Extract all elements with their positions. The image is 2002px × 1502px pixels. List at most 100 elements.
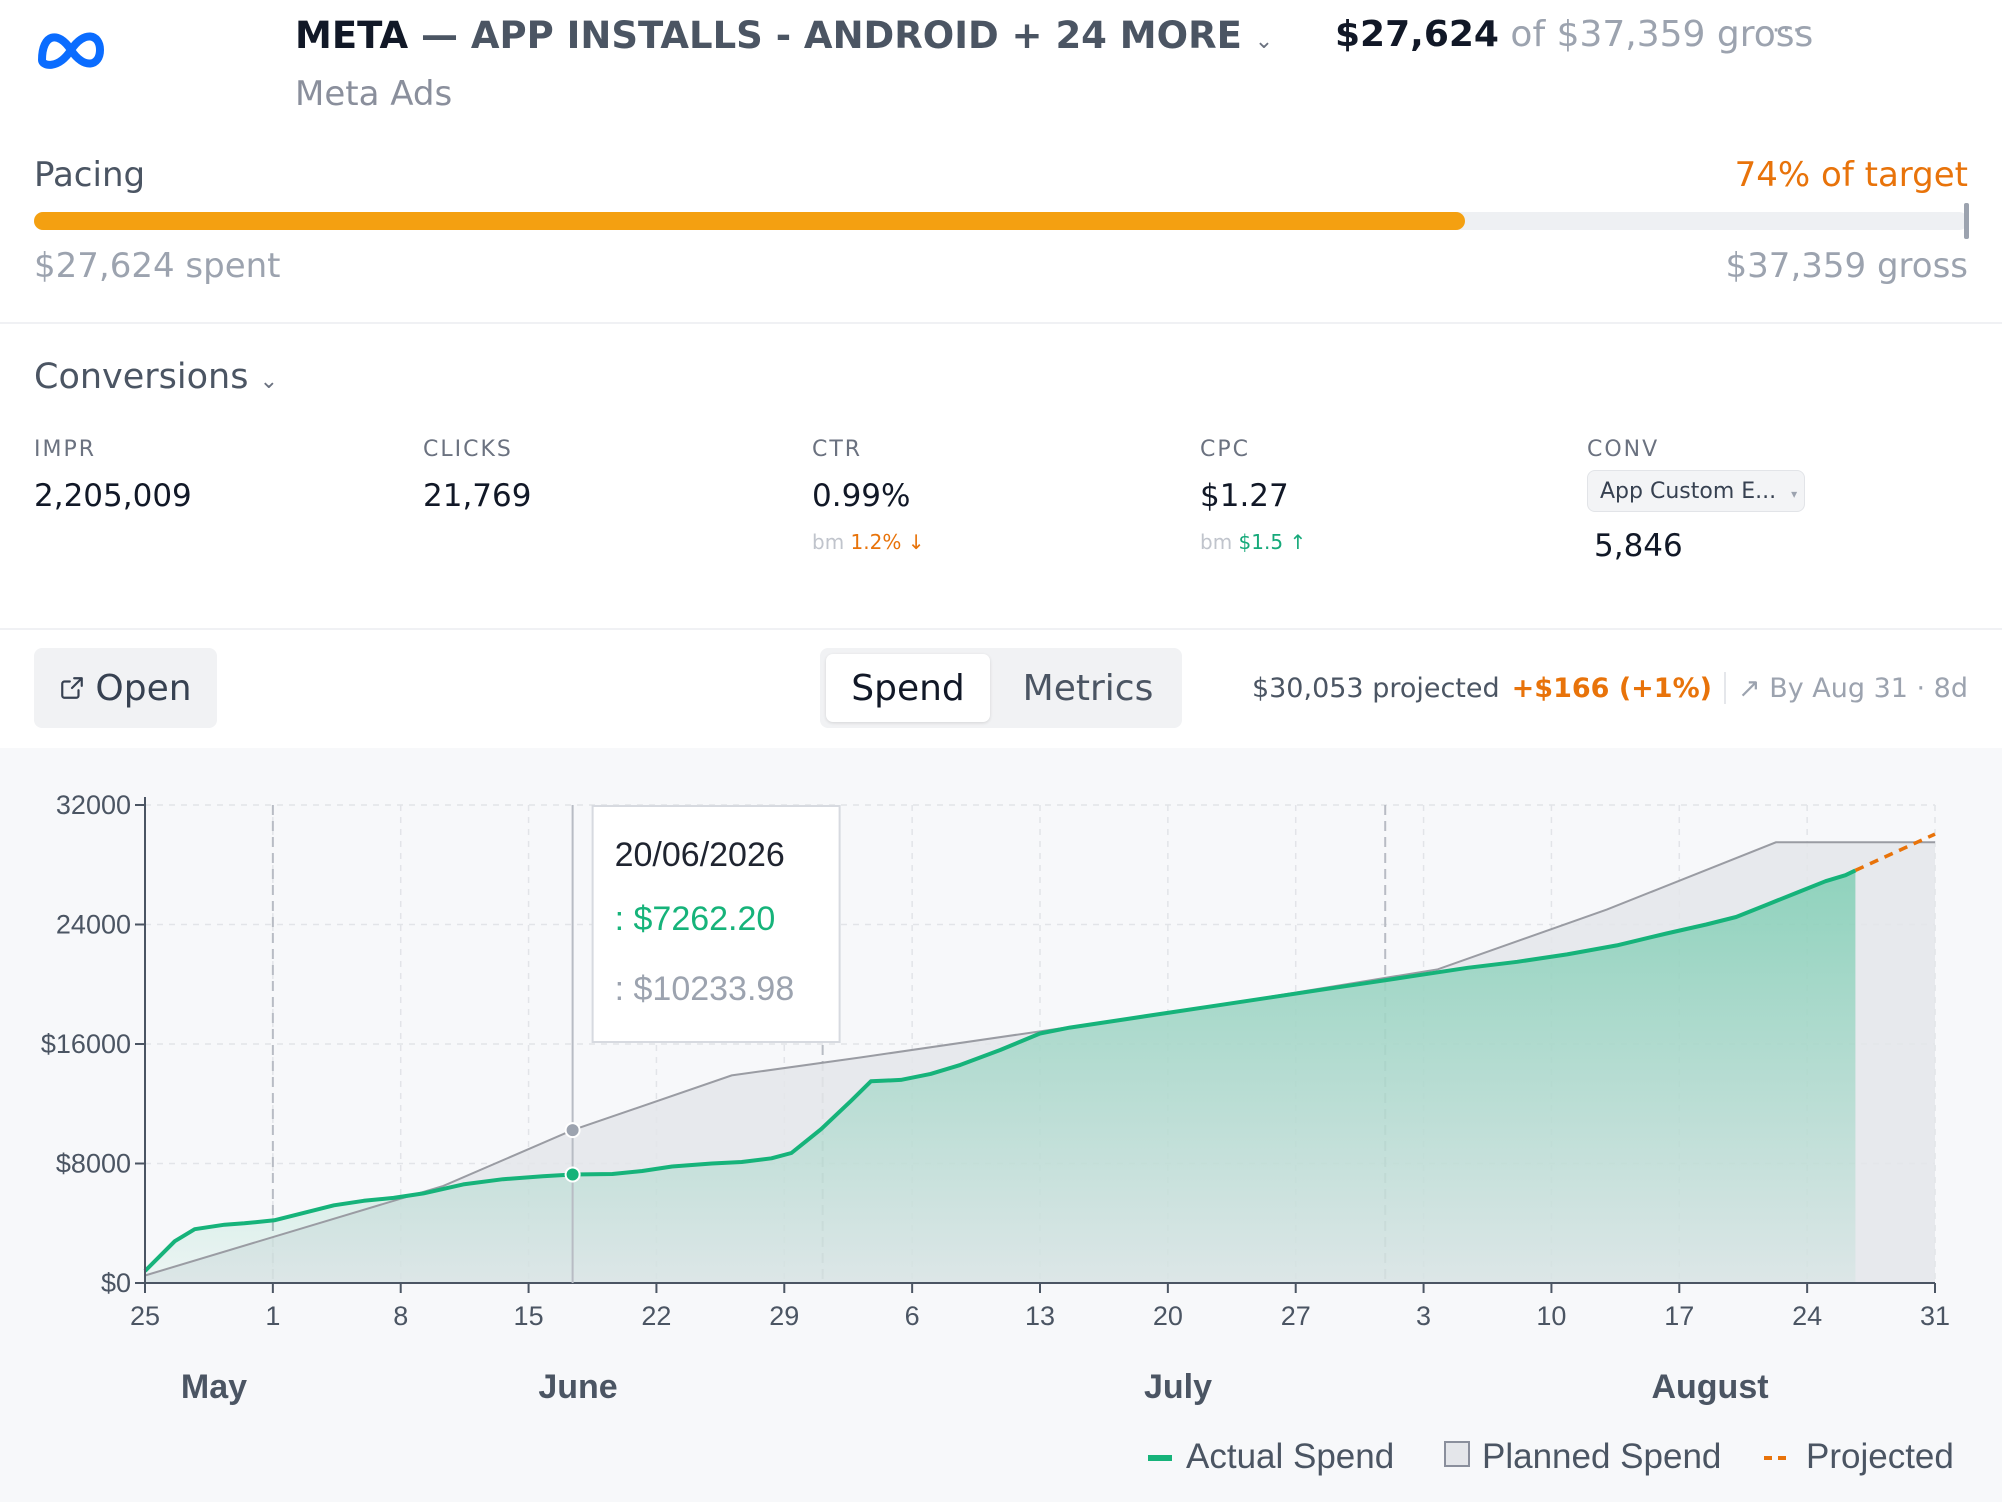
month-label: May xyxy=(181,1368,247,1406)
projection-date: ↗ By Aug 31 · 8d xyxy=(1738,673,1968,704)
y-tick-label: $16000 xyxy=(41,1029,131,1059)
ellipsis-icon[interactable]: ··· xyxy=(1772,16,1803,46)
chevron-down-icon: ⌄ xyxy=(259,369,279,394)
tab-spend[interactable]: Spend xyxy=(826,654,990,722)
tooltip-actual: : $7262.20 xyxy=(615,900,776,938)
campaign-title[interactable]: META — APP INSTALLS - ANDROID + 24 MORE … xyxy=(295,14,1273,57)
y-tick-label: $8000 xyxy=(56,1149,131,1179)
x-tick-label: 1 xyxy=(265,1301,280,1331)
month-label: August xyxy=(1651,1368,1768,1406)
metric-value: 2,205,009 xyxy=(34,478,192,514)
x-tick-label: 15 xyxy=(514,1301,544,1331)
chart-marks xyxy=(564,805,581,1283)
x-tick-label: 17 xyxy=(1664,1301,1694,1331)
benchmark: bm 1.2% ↓ xyxy=(812,530,924,554)
actual-spend-line xyxy=(143,868,1857,1273)
benchmark: bm $1.5 ↑ xyxy=(1200,530,1306,554)
metric-impressions: IMPR 2,205,009 xyxy=(34,437,192,514)
benchmark-prefix: bm xyxy=(812,530,845,554)
open-label: Open xyxy=(95,667,192,709)
x-tick-label: 31 xyxy=(1920,1301,1950,1331)
month-label: July xyxy=(1144,1368,1212,1406)
x-tick-label: 3 xyxy=(1416,1301,1431,1331)
metric-label: CONV xyxy=(1587,437,1660,462)
x-tick-label: 29 xyxy=(769,1301,799,1331)
legend-planned-label: Planned Spend xyxy=(1482,1437,1721,1476)
pacing-gross-text: $37,359 gross xyxy=(1725,246,1968,286)
conversions-label: Conversions xyxy=(34,357,249,397)
x-tick-label: 27 xyxy=(1281,1301,1311,1331)
view-toggle: Spend Metrics xyxy=(820,648,1182,728)
benchmark-prefix: bm xyxy=(1200,530,1233,554)
conversion-type-select[interactable]: App Custom E... ▾ xyxy=(1587,470,1805,512)
metric-value: 0.99% xyxy=(812,478,911,514)
spend-chart[interactable]: $0 $8000 $16000 24000 32000 25 1 8 15 22 29 6 13 20 27… xyxy=(0,748,2002,1502)
chart-lines xyxy=(143,832,1936,1277)
legend-planned-swatch xyxy=(1444,1441,1470,1467)
x-tick-label: 20 xyxy=(1153,1301,1183,1331)
tab-metrics[interactable]: Metrics xyxy=(1022,667,1154,709)
pacing-progress-bar xyxy=(34,212,1968,230)
metric-label: IMPR xyxy=(34,437,97,462)
metric-value: 21,769 xyxy=(423,478,532,514)
pacing-progress-fill xyxy=(34,212,1466,230)
pacing-percent: 74% of target xyxy=(1734,155,1968,195)
metric-ctr: CTR 0.99% bm 1.2% ↓ xyxy=(812,437,924,554)
pacing-label: Pacing xyxy=(34,155,146,195)
y-tick-label: 32000 xyxy=(56,790,131,820)
trend-icon: ↗ xyxy=(1737,672,1761,704)
month-label: June xyxy=(538,1368,617,1406)
spend-summary: $27,624 of $37,359 gross xyxy=(1335,14,1813,55)
metric-label: CLICKS xyxy=(423,437,513,462)
metric-clicks: CLICKS 21,769 xyxy=(423,437,531,514)
planned-point xyxy=(564,1122,581,1139)
arrow-down-icon: ↓ xyxy=(907,530,925,554)
metric-value: $1.27 xyxy=(1200,478,1289,514)
benchmark-value: 1.2% xyxy=(850,530,902,554)
external-link-icon xyxy=(61,677,84,699)
pacing-spent-text: $27,624 spent xyxy=(34,246,281,286)
x-tick-label: 24 xyxy=(1792,1301,1822,1331)
x-tick-label: 22 xyxy=(641,1301,671,1331)
x-tick-label: 13 xyxy=(1025,1301,1055,1331)
conversions-dropdown[interactable]: Conversions ⌄ xyxy=(34,357,278,397)
campaign-name: — APP INSTALLS - ANDROID + 24 MORE xyxy=(421,14,1242,57)
divider xyxy=(1723,672,1726,704)
caret-down-icon: ▾ xyxy=(1791,487,1798,501)
tooltip-date: 20/06/2026 xyxy=(615,836,785,874)
legend-actual-label: Actual Spend xyxy=(1186,1437,1394,1476)
platform-name: Meta Ads xyxy=(295,74,453,114)
divider xyxy=(0,628,2002,630)
metric-value: 5,846 xyxy=(1594,528,1683,564)
brand-name: META xyxy=(295,14,409,57)
chevron-down-icon[interactable]: ⌄ xyxy=(1254,29,1274,54)
y-tick-label: $0 xyxy=(101,1268,131,1298)
x-tick-label: 8 xyxy=(393,1301,408,1331)
chart-axes: $0 $8000 $16000 24000 32000 25 1 8 15 22 29 6 13 20 27… xyxy=(41,790,1950,1406)
open-button[interactable]: Open xyxy=(34,648,217,728)
legend-projected-label: Projected xyxy=(1806,1437,1954,1476)
x-tick-label: 10 xyxy=(1536,1301,1566,1331)
chart-areas xyxy=(145,842,1935,1283)
tooltip-box xyxy=(591,805,841,1043)
chart-tooltip: 20/06/2026 : $7262.20 : $10233.98 xyxy=(591,805,841,1043)
actual-point xyxy=(564,1166,581,1183)
tooltip-planned: : $10233.98 xyxy=(615,970,795,1008)
metric-cpc: CPC $1.27 bm $1.5 ↑ xyxy=(1200,437,1306,554)
spent-amount: $27,624 xyxy=(1335,14,1499,55)
gross-amount: of $37,359 gross xyxy=(1510,14,1814,55)
metric-label: CTR xyxy=(812,437,863,462)
arrow-up-icon: ↑ xyxy=(1289,530,1307,554)
x-tick-label: 6 xyxy=(905,1301,920,1331)
chart-legend: Actual Spend Planned Spend Projected xyxy=(1148,1437,1954,1476)
meta-logo-icon xyxy=(38,32,104,69)
projection-date-text: By Aug 31 · 8d xyxy=(1769,672,1968,704)
projected-amount: $30,053 projected xyxy=(1251,672,1500,704)
pacing-target-marker xyxy=(1964,203,1969,239)
select-value: App Custom E... xyxy=(1600,479,1777,504)
y-tick-label: 24000 xyxy=(56,910,131,940)
benchmark-value: $1.5 xyxy=(1238,530,1284,554)
x-tick-label: 25 xyxy=(130,1301,160,1331)
metric-conv: CONV xyxy=(1587,437,1659,462)
metric-label: CPC xyxy=(1200,437,1250,462)
